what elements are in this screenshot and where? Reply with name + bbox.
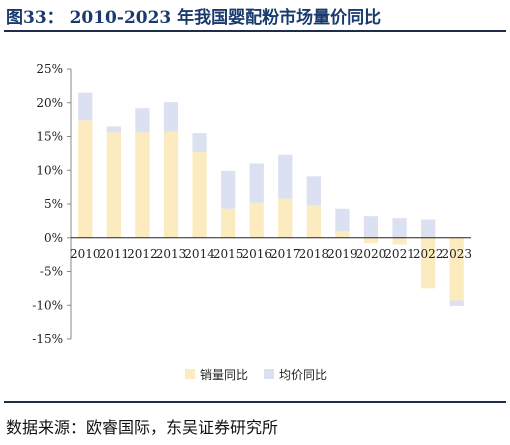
y-tick-label: -15% [32,332,63,346]
legend-label-volume: 销量同比 [200,368,248,382]
volume-yoy-bar [221,208,236,238]
x-axis-labels: 2010201120122013201420152016201720182019… [70,247,472,261]
volume-yoy-bar [106,132,121,238]
price-yoy-bar [363,216,379,238]
x-tick-label: 2022 [413,247,444,261]
volume-yoy-bar [449,237,464,301]
volume-yoy-bar [363,237,379,244]
source-rule [4,401,506,403]
price-yoy-bar [135,108,150,133]
volume-yoy-bar [421,237,436,289]
price-yoy-bar [449,300,464,306]
legend-swatch-price [264,369,274,379]
price-yoy-bar [106,126,121,133]
volume-yoy-bar [278,198,293,238]
legend-label-price: 均价同比 [279,368,327,382]
x-tick-label: 2019 [327,247,358,261]
y-tick-label: -5% [40,265,63,279]
x-tick-label: 2020 [356,247,387,261]
price-yoy-bar [335,208,350,231]
y-tick-label: 10% [36,163,63,177]
bars-group [78,92,464,306]
volume-yoy-bar [163,131,179,238]
bar-chart: -15% -10% -5% 0% 5% 10% 15% 20% 25% 201020112012… [32,62,472,382]
x-tick-label: 2023 [441,247,472,261]
figure-title: 图33： 2010-2023 年我国婴配粉市场量价同比 [6,8,382,28]
volume-yoy-bar [78,120,93,238]
volume-yoy-bar [392,237,407,245]
legend-swatch-volume [185,369,195,379]
x-tick-label: 2016 [241,247,272,261]
x-tick-label: 2012 [127,247,158,261]
y-axis-ticks: -15% -10% -5% 0% 5% 10% 15% 20% 25% [32,62,71,346]
volume-yoy-bar [306,205,321,238]
x-tick-label: 2015 [213,247,244,261]
x-tick-label: 2017 [270,247,301,261]
x-tick-label: 2013 [156,247,187,261]
price-yoy-bar [163,102,179,132]
y-tick-label: 20% [36,96,63,110]
x-tick-label: 2014 [184,247,215,261]
price-yoy-bar [392,218,407,238]
x-tick-label: 2018 [299,247,330,261]
title-rule [4,30,506,32]
x-tick-label: 2011 [99,247,130,261]
price-yoy-bar [278,154,293,199]
x-tick-label: 2021 [384,247,415,261]
volume-yoy-bar [335,231,350,238]
price-yoy-bar [221,170,236,209]
y-tick-label: 25% [36,62,63,76]
volume-yoy-bar [192,152,207,238]
y-tick-label: -10% [32,298,63,312]
price-yoy-bar [78,92,93,121]
y-tick-label: 0% [44,231,63,245]
price-yoy-bar [249,163,264,203]
y-tick-label: 5% [44,197,63,211]
source-note: 数据来源：欧睿国际，东吴证券研究所 [6,418,279,437]
legend: 销量同比 均价同比 [185,368,327,382]
volume-yoy-bar [135,132,150,238]
y-tick-label: 15% [36,130,63,144]
volume-yoy-bar [249,202,264,238]
price-yoy-bar [192,133,207,153]
price-yoy-bar [306,176,321,206]
price-yoy-bar [421,219,436,238]
x-tick-label: 2010 [70,247,101,261]
